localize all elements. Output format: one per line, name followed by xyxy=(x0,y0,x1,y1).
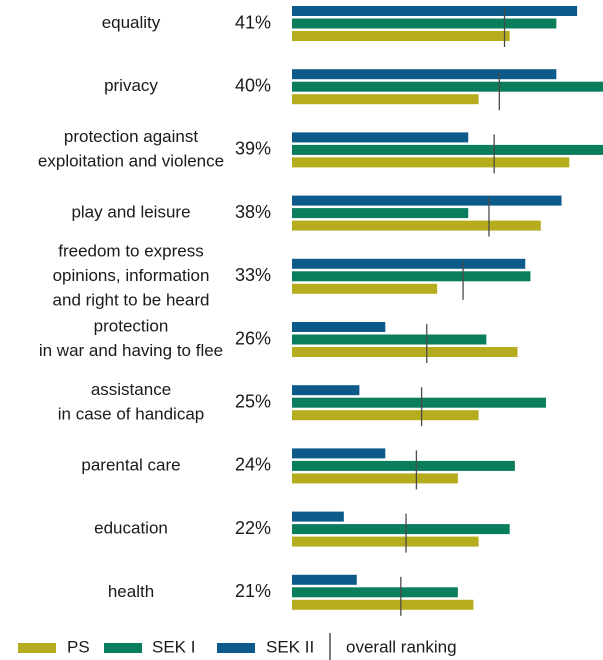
overall-percent-label: 22% xyxy=(235,518,271,538)
bar-sek-i xyxy=(292,587,458,598)
bar-sek-ii xyxy=(292,448,386,459)
overall-percent-label: 24% xyxy=(235,455,271,475)
bar-sek-ii xyxy=(292,322,386,332)
category-label: exploitation and violence xyxy=(38,152,224,171)
bar-ps xyxy=(292,410,479,421)
overall-percent-label: 26% xyxy=(235,328,271,348)
bar-sek-ii xyxy=(292,6,578,16)
bar-sek-i xyxy=(292,144,603,155)
bar-ps xyxy=(292,94,479,105)
overall-percent-label: 41% xyxy=(235,12,271,32)
overall-percent-label: 39% xyxy=(235,139,271,159)
category-label: protection against xyxy=(64,127,198,146)
category-label: privacy xyxy=(104,76,158,95)
bar-sek-i xyxy=(292,460,515,471)
bar-sek-i xyxy=(292,208,469,219)
overall-percent-label: 40% xyxy=(235,75,271,95)
bar-ps xyxy=(292,347,518,357)
category-label: protection xyxy=(94,317,169,336)
overall-percent-label: 25% xyxy=(235,391,271,411)
category-label: equality xyxy=(102,13,161,32)
category-label: and right to be heard xyxy=(53,290,210,309)
category-label: parental care xyxy=(81,455,180,474)
bar-sek-ii xyxy=(292,258,526,269)
overall-percent-label: 33% xyxy=(235,265,271,285)
category-label: education xyxy=(94,519,168,538)
bar-sek-i xyxy=(292,524,510,535)
bar-ps xyxy=(292,536,479,547)
bar-sek-i xyxy=(292,334,487,345)
category-label: in war and having to flee xyxy=(39,341,223,360)
bar-sek-i xyxy=(292,18,557,29)
legend-label: SEK I xyxy=(152,637,195,656)
bar-sek-ii xyxy=(292,195,562,206)
bar-ps xyxy=(292,473,458,484)
bar-ps xyxy=(292,283,438,294)
bar-sek-ii xyxy=(292,574,357,585)
category-label: play and leisure xyxy=(71,203,190,222)
bar-sek-i xyxy=(292,271,531,282)
category-label: freedom to express xyxy=(58,241,204,260)
legend-swatch-sek-ii xyxy=(217,643,255,653)
legend-swatch-sek-i xyxy=(104,643,142,653)
bar-sek-ii xyxy=(292,511,344,522)
bar-ps xyxy=(292,31,510,41)
legend-label: SEK II xyxy=(266,637,314,656)
overall-percent-label: 21% xyxy=(235,581,271,601)
category-label: opinions, information xyxy=(53,266,210,285)
bar-sek-ii xyxy=(292,69,557,80)
bar-sek-ii xyxy=(292,385,360,396)
category-label: in case of handicap xyxy=(58,404,205,423)
category-label: health xyxy=(108,582,154,601)
legend-label: overall ranking xyxy=(346,637,457,656)
category-label: assistance xyxy=(91,380,171,399)
legend-label: PS xyxy=(67,637,90,656)
bar-sek-i xyxy=(292,81,603,92)
legend-swatch-ps xyxy=(18,643,56,653)
bar-ps xyxy=(292,157,570,168)
bar-ps xyxy=(292,220,541,231)
overall-percent-label: 38% xyxy=(235,202,271,222)
bar-sek-ii xyxy=(292,132,469,143)
bar-sek-i xyxy=(292,397,546,408)
bar-ps xyxy=(292,599,474,610)
